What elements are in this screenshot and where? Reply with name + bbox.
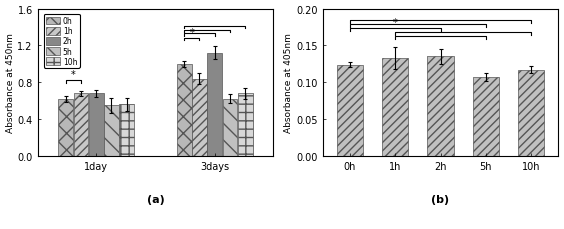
Bar xyxy=(192,79,207,156)
Y-axis label: Absorbance at 405nm: Absorbance at 405nm xyxy=(284,33,293,133)
Bar xyxy=(89,94,104,156)
Bar xyxy=(104,106,119,156)
Legend: 0h, 1h, 2h, 5h, 10h: 0h, 1h, 2h, 5h, 10h xyxy=(44,15,80,69)
Bar xyxy=(177,65,192,156)
Bar xyxy=(428,57,453,156)
Bar xyxy=(238,94,253,156)
Bar xyxy=(382,59,408,156)
Text: (b): (b) xyxy=(431,194,450,204)
Bar xyxy=(473,78,499,156)
Bar xyxy=(518,70,544,156)
Bar xyxy=(120,105,134,156)
Text: *: * xyxy=(393,18,398,28)
Bar xyxy=(74,94,89,156)
Text: *: * xyxy=(71,70,76,80)
Bar xyxy=(59,99,73,156)
Text: (a): (a) xyxy=(147,194,164,204)
Bar xyxy=(208,54,222,156)
Y-axis label: Absorbance at 450nm: Absorbance at 450nm xyxy=(6,33,15,133)
Bar xyxy=(337,65,363,156)
Text: *: * xyxy=(190,28,194,38)
Bar xyxy=(223,99,237,156)
